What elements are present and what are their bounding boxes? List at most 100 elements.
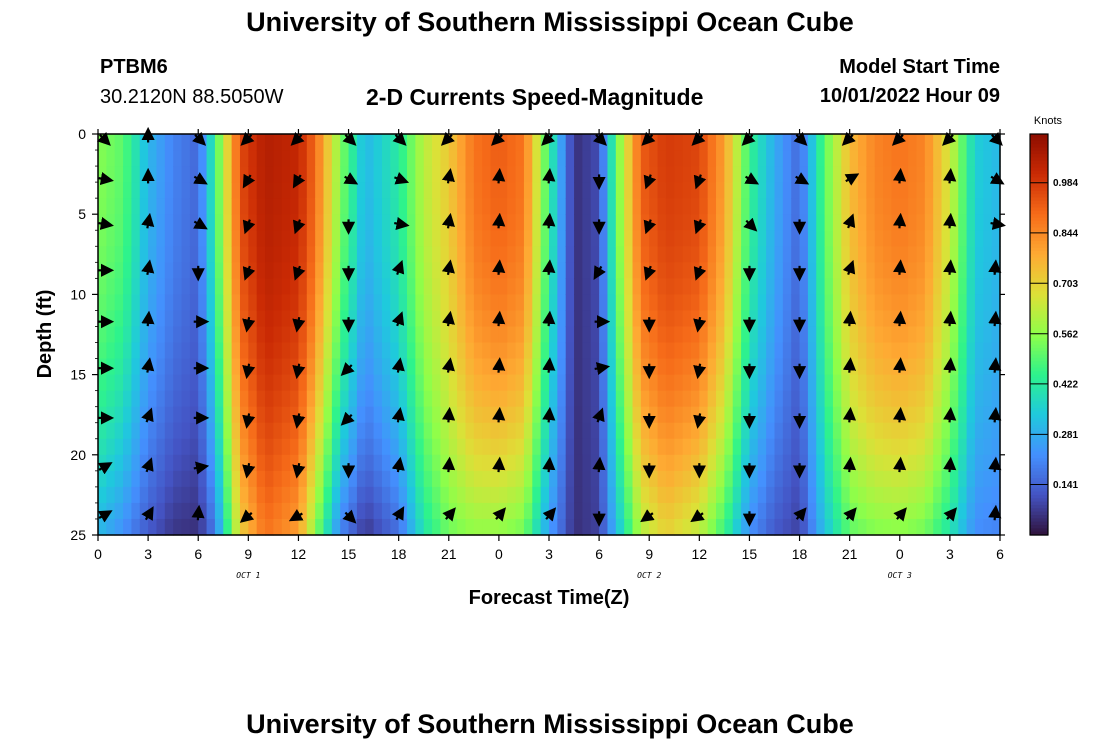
heatmap-cell	[440, 182, 450, 199]
heatmap-cell	[323, 326, 333, 344]
heatmap-cell	[281, 294, 291, 312]
colorbar-swatch	[1030, 341, 1048, 346]
heatmap-cell	[98, 246, 107, 263]
heatmap-cell	[473, 134, 483, 151]
heatmap-cell	[582, 214, 592, 231]
heatmap-cell	[699, 166, 709, 183]
heatmap-cell	[891, 342, 901, 360]
heatmap-cell	[298, 198, 308, 215]
heatmap-cell	[131, 198, 141, 215]
heatmap-cell	[807, 422, 817, 440]
heatmap-cell	[582, 262, 592, 279]
heatmap-cell	[214, 198, 224, 215]
heatmap-cell	[315, 422, 325, 440]
heatmap-cell	[465, 198, 475, 215]
heatmap-cell	[791, 198, 801, 215]
heatmap-cell	[114, 166, 124, 183]
heatmap-cell	[532, 390, 542, 408]
heatmap-cell	[574, 278, 584, 295]
heatmap-cell	[123, 454, 133, 472]
heatmap-cell	[473, 166, 483, 183]
heatmap-cell	[933, 422, 943, 440]
heatmap-cell	[933, 438, 943, 456]
heatmap-cell	[231, 262, 241, 279]
heatmap-cell	[557, 454, 567, 472]
heatmap-cell	[181, 518, 191, 536]
colorbar-swatch	[1030, 334, 1048, 339]
heatmap-cell	[515, 326, 525, 344]
heatmap-cell	[473, 278, 483, 295]
heatmap-cell	[607, 454, 617, 472]
heatmap-cell	[832, 182, 842, 199]
colorbar-swatch	[1030, 170, 1048, 175]
heatmap-cell	[949, 502, 959, 520]
heatmap-cell	[974, 310, 984, 328]
heatmap-cell	[657, 454, 667, 472]
heatmap-cell	[114, 358, 124, 376]
heatmap-cell	[323, 182, 333, 199]
heatmap-cell	[682, 246, 692, 263]
heatmap-cell	[891, 134, 901, 151]
heatmap-cell	[615, 342, 625, 360]
heatmap-cell	[824, 166, 834, 183]
heatmap-cell	[331, 454, 341, 472]
heatmap-cell	[757, 390, 767, 408]
heatmap-cell	[883, 214, 893, 231]
heatmap-cell	[473, 262, 483, 279]
heatmap-cell	[381, 278, 391, 295]
heatmap-cell	[799, 246, 809, 263]
heatmap-cell	[983, 454, 993, 472]
heatmap-cell	[741, 422, 751, 440]
heatmap-cell	[457, 278, 467, 295]
heatmap-cell	[949, 518, 959, 536]
heatmap-cell	[198, 214, 208, 231]
heatmap-cell	[265, 262, 274, 279]
heatmap-cell	[465, 406, 475, 424]
heatmap-cell	[248, 390, 258, 408]
heatmap-cell	[415, 166, 425, 183]
heatmap-cell	[682, 150, 692, 167]
heatmap-cell	[515, 438, 525, 456]
heatmap-cell	[590, 246, 600, 263]
heatmap-cell	[323, 502, 333, 520]
heatmap-cell	[949, 262, 959, 279]
heatmap-cell	[365, 246, 375, 263]
heatmap-cell	[924, 150, 934, 167]
heatmap-cell	[448, 262, 458, 279]
heatmap-cell	[991, 342, 1001, 360]
heatmap-cell	[465, 502, 475, 520]
heatmap-cell	[966, 294, 976, 312]
heatmap-cell	[665, 230, 675, 247]
heatmap-cell	[523, 374, 533, 392]
heatmap-cell	[231, 390, 241, 408]
heatmap-cell	[615, 518, 625, 536]
heatmap-cell	[131, 422, 141, 440]
heatmap-cell	[657, 166, 667, 183]
heatmap-cell	[682, 342, 692, 360]
heatmap-cell	[849, 278, 859, 295]
heatmap-cell	[423, 182, 433, 199]
heatmap-cell	[173, 518, 183, 536]
heatmap-cell	[365, 422, 375, 440]
heatmap-cell	[899, 518, 909, 536]
heatmap-cell	[507, 438, 517, 456]
heatmap-cell	[415, 374, 425, 392]
current-arrow	[442, 406, 456, 423]
heatmap-cell	[732, 374, 742, 392]
heatmap-cell	[766, 166, 776, 183]
heatmap-cell	[123, 390, 133, 408]
heatmap-cell	[899, 230, 909, 247]
heatmap-cell	[549, 390, 558, 408]
heatmap-cell	[640, 214, 650, 231]
heatmap-cell	[615, 486, 625, 504]
heatmap-cell	[549, 278, 558, 295]
heatmap-cell	[331, 358, 341, 376]
heatmap-cell	[173, 438, 183, 456]
heatmap-cell	[824, 358, 834, 376]
heatmap-cell	[198, 502, 208, 520]
heatmap-cell	[649, 470, 659, 488]
heatmap-cell	[231, 454, 241, 472]
heatmap-cell	[824, 454, 834, 472]
heatmap-cell	[632, 518, 642, 536]
heatmap-cell	[707, 262, 717, 279]
